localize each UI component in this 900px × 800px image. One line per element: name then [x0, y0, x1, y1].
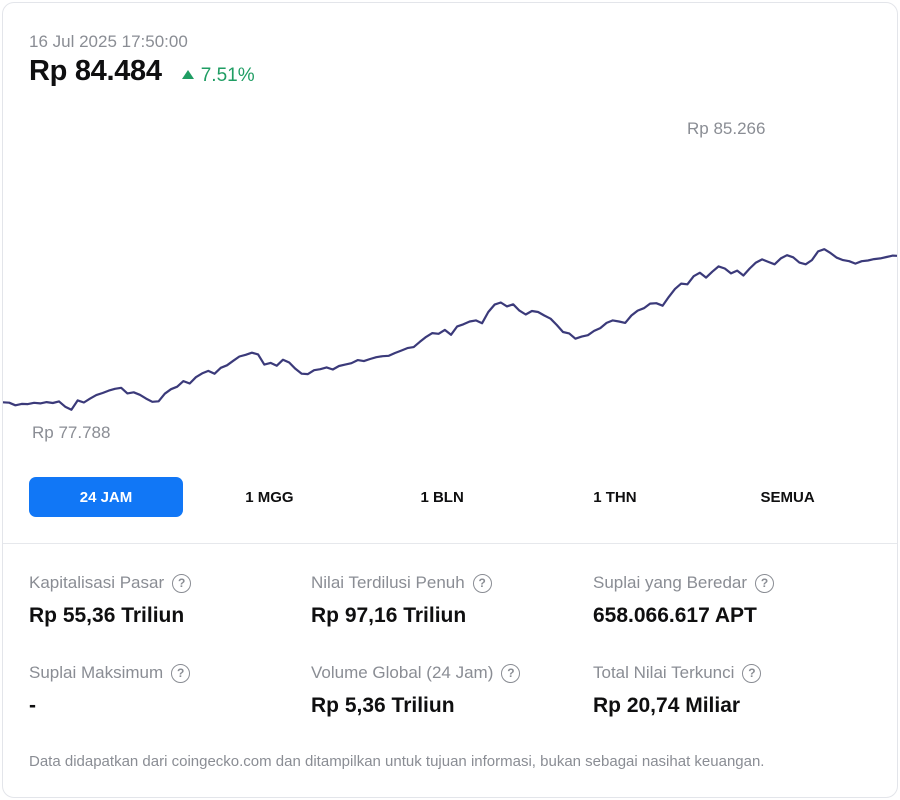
help-icon[interactable]: ? — [501, 663, 521, 683]
stat-label: Total Nilai Terkunci — [593, 663, 735, 682]
help-icon[interactable]: ? — [742, 663, 762, 683]
chart-low-label: Rp 77.788 — [32, 423, 111, 442]
stat-value: Rp 5,36 Triliun — [311, 694, 455, 717]
stat-global-volume: Volume Global (24 Jam) ? Rp 5,36 Triliun — [311, 663, 581, 718]
period-tab-24h[interactable]: 24 JAM — [29, 477, 183, 517]
stat-circulating-supply: Suplai yang Beredar ? 658.066.617 APT — [593, 573, 863, 628]
stat-tvl: Total Nilai Terkunci ? Rp 20,74 Miliar — [593, 663, 863, 718]
stat-value: Rp 55,36 Triliun — [29, 604, 185, 627]
price-change: 7.51% — [181, 64, 255, 87]
stat-fdv: Nilai Terdilusi Penuh ? Rp 97,16 Triliun — [311, 573, 581, 628]
stat-max-supply: Suplai Maksimum ? - — [29, 663, 299, 718]
stat-value: 658.066.617 APT — [593, 604, 757, 627]
help-icon[interactable]: ? — [172, 573, 192, 593]
period-tab-1m[interactable]: 1 BLN — [420, 488, 464, 506]
help-icon[interactable]: ? — [755, 573, 775, 593]
stat-label: Suplai yang Beredar — [593, 573, 748, 592]
period-tab-1w[interactable]: 1 MGG — [245, 488, 294, 506]
price-chart-svg — [3, 248, 897, 411]
stat-market-cap: Kapitalisasi Pasar ? Rp 55,36 Triliun — [29, 573, 299, 628]
price-row: Rp 84.484 7.51% — [29, 55, 255, 88]
arrow-up-icon — [181, 70, 194, 79]
disclaimer: Data didapatkan dari coingecko.com dan d… — [29, 753, 765, 770]
help-icon[interactable]: ? — [472, 573, 492, 593]
timestamp: 16 Jul 2025 17:50:00 — [29, 32, 188, 51]
section-divider — [3, 543, 897, 544]
chart-high-label: Rp 85.266 — [687, 119, 766, 138]
help-icon[interactable]: ? — [171, 663, 191, 683]
price-change-value: 7.51% — [200, 64, 255, 86]
stat-label: Volume Global (24 Jam) — [311, 663, 494, 682]
stat-value: Rp 20,74 Miliar — [593, 694, 741, 717]
current-price: Rp 84.484 — [29, 55, 162, 87]
period-tab-1y[interactable]: 1 THN — [593, 488, 637, 506]
price-chart[interactable] — [3, 113, 897, 463]
stat-value: - — [29, 694, 36, 717]
stat-label: Nilai Terdilusi Penuh — [311, 573, 465, 592]
stat-label: Kapitalisasi Pasar — [29, 573, 165, 592]
period-selector: 24 JAM 1 MGG 1 BLN 1 THN SEMUA — [29, 477, 874, 517]
stat-label: Suplai Maksimum — [29, 663, 164, 682]
period-tab-all[interactable]: SEMUA — [760, 488, 815, 506]
price-line — [3, 248, 897, 411]
stat-value: Rp 97,16 Triliun — [311, 604, 467, 627]
